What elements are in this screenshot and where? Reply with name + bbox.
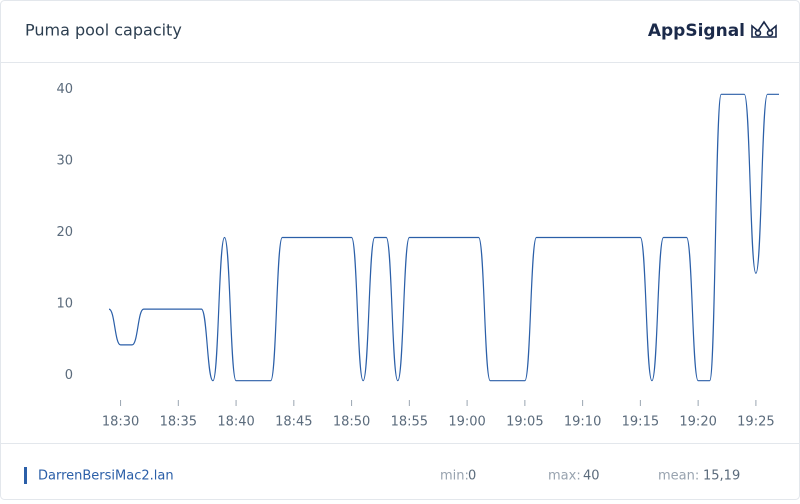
y-tick-label: 30 [56,153,73,168]
stat-label: mean: [658,469,699,484]
chart-title: Puma pool capacity [25,21,182,40]
x-tick-label: 18:40 [217,415,254,430]
brand-icon [751,20,777,38]
stat-value: 40 [583,469,600,484]
x-tick-label: 19:10 [564,415,601,430]
x-tick-label: 19:00 [448,415,485,430]
stat-value: 0 [468,469,476,484]
x-tick-label: 18:55 [391,415,428,430]
x-tick-label: 19:15 [622,415,659,430]
legend-label: DarrenBersiMac2.lan [38,469,174,484]
stat-value: 15,19 [703,469,740,484]
y-tick-label: 0 [65,368,73,383]
legend-swatch [24,467,27,484]
y-tick-label: 40 [56,82,73,97]
x-tick-label: 19:20 [679,415,716,430]
y-tick-label: 10 [56,297,73,312]
series-line [108,93,779,382]
y-tick-label: 20 [56,225,73,240]
stat-label: min: [440,469,469,484]
x-tick-label: 18:35 [160,415,197,430]
brand: AppSignal [648,21,745,41]
x-tick-label: 18:30 [102,415,139,430]
x-tick-label: 18:50 [333,415,370,430]
x-tick-label: 19:25 [737,415,774,430]
x-tick-label: 18:45 [275,415,312,430]
x-tick-label: 19:05 [506,415,543,430]
stat-label: max: [548,469,581,484]
